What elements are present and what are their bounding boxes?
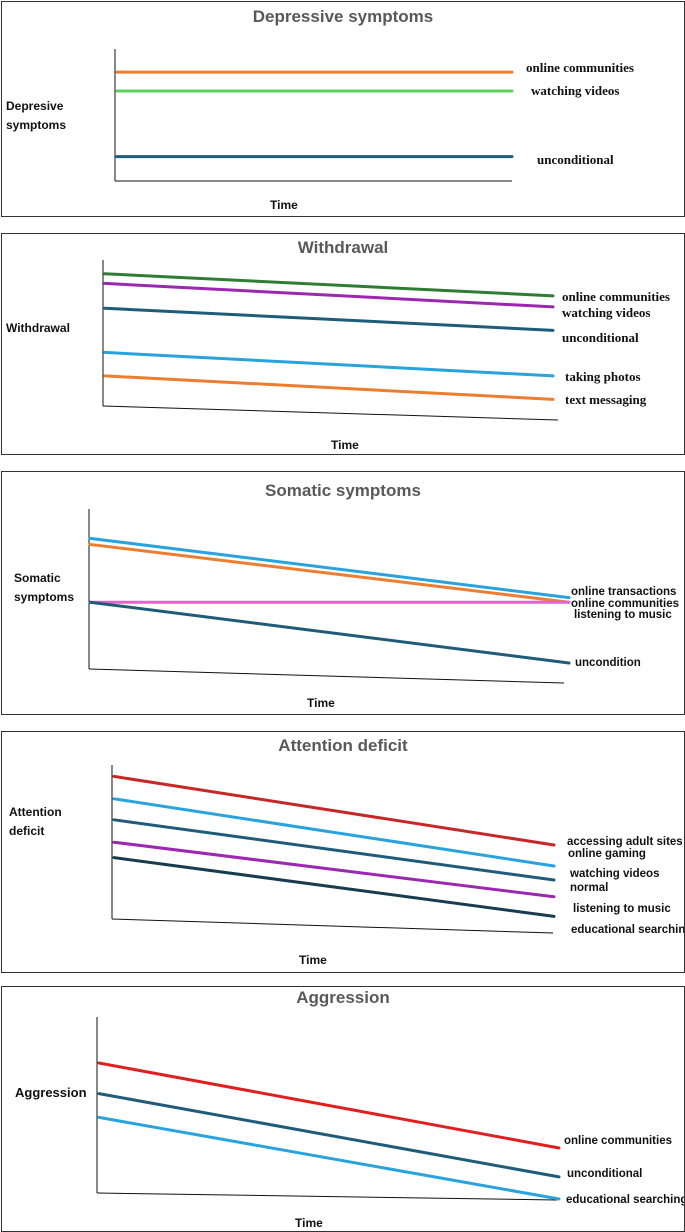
series-line-online-communities — [103, 272, 555, 298]
chart-title: Attention deficit — [278, 736, 408, 755]
y-axis-label: Attention deficit — [9, 805, 62, 838]
y-axis-label: Withdrawal — [6, 321, 70, 335]
series-line-unconditional — [97, 1092, 561, 1179]
series-label: unconditional — [562, 330, 639, 345]
x-axis — [111, 918, 554, 934]
series-line-online-communities — [97, 1061, 561, 1150]
series-label: educational searching — [566, 1194, 684, 1206]
series-label: watching videos — [562, 305, 650, 320]
series-line-normal — [112, 840, 556, 899]
x-axis-label: Time — [331, 438, 359, 452]
series-line-text-messaging — [103, 374, 555, 401]
x-axis-label: Time — [295, 1216, 323, 1230]
series-label: unconditional — [537, 152, 614, 167]
series-line-watching-videos — [112, 818, 556, 882]
series-label: online transactions — [571, 586, 676, 598]
y-axis-label: Aggression — [15, 1085, 87, 1100]
series-label: online communities — [526, 60, 634, 75]
series-line-watching-videos — [103, 281, 555, 309]
series-line-accessing-adult-sites — [112, 774, 556, 847]
chart-title: Depressive symptoms — [252, 7, 434, 26]
y-axis-label: Depresive symptoms — [6, 99, 67, 132]
series-label: text messaging — [565, 392, 647, 407]
chart-panel-somatic: Somatic symptoms Somatic symptoms Time o… — [1, 471, 685, 715]
chart-panel-depressive: Depressive symptoms Depresive symptoms T… — [1, 1, 685, 217]
x-axis-label: Time — [270, 198, 298, 212]
series-label: online communities — [562, 289, 670, 304]
series-label: online communities — [571, 598, 679, 610]
series-label: normal — [570, 882, 608, 894]
series-label: watching videos — [569, 868, 659, 880]
chart-panel-withdrawal: Withdrawal Withdrawal Time online commun… — [1, 233, 685, 455]
series-label: watching videos — [531, 83, 619, 98]
chart-panel-aggression: Aggression Aggression Time online commun… — [1, 986, 685, 1232]
chart-title: Somatic symptoms — [265, 481, 421, 500]
series-line-online-gaming — [112, 797, 556, 868]
x-axis-label: Time — [307, 696, 335, 710]
series-line-online-communities — [88, 542, 571, 604]
series-label: taking photos — [565, 369, 641, 384]
chart-title: Withdrawal — [297, 238, 389, 257]
series-label: listening to music — [574, 609, 672, 621]
x-axis — [88, 668, 565, 684]
series-label: online gaming — [568, 848, 646, 860]
series-line-online-transactions — [88, 536, 571, 600]
series-label: unconditional — [567, 1168, 642, 1180]
series-line-taking-photos — [103, 350, 555, 378]
y-axis-label: Somatic symptoms — [14, 571, 75, 604]
series-line-unconditional — [103, 306, 555, 332]
series-label: accessing adult sites — [567, 836, 683, 848]
x-axis — [102, 405, 559, 421]
series-line-educational-searching — [97, 1115, 561, 1201]
series-label: online communities — [564, 1135, 672, 1147]
series-label: educational searching — [571, 924, 684, 936]
chart-plot: online communities watching videos uncondi… — [114, 49, 634, 182]
series-label: listening to music — [573, 903, 671, 915]
x-axis — [96, 1192, 558, 1201]
chart-plot: online communities unconditional education… — [96, 1017, 684, 1206]
x-axis-label: Time — [299, 953, 327, 967]
series-line-listening-to-music — [112, 856, 556, 918]
chart-title: Aggression — [296, 988, 390, 1007]
series-line-uncondition — [88, 600, 571, 665]
series-label: uncondition — [575, 657, 641, 669]
chart-panel-attention: Attention deficit Attention deficit Time… — [1, 731, 685, 973]
